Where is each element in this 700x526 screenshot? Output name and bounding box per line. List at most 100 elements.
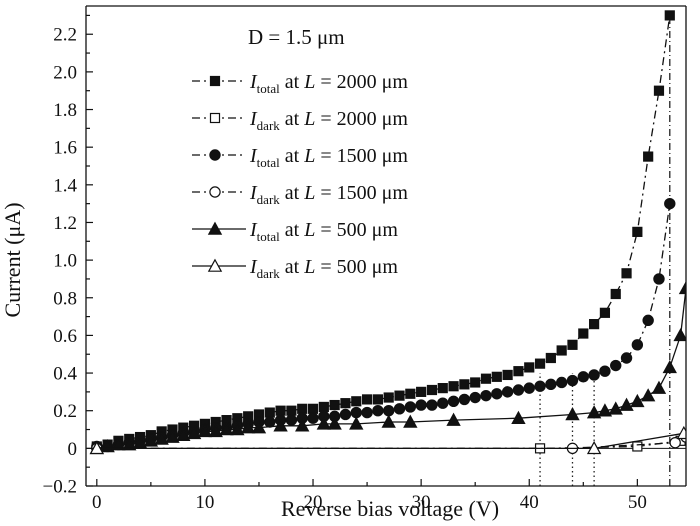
data-point (545, 378, 557, 391)
data-point (556, 345, 567, 356)
data-point (599, 307, 611, 318)
legend-item-6: Idark at L = 500 μm (192, 256, 398, 281)
legend-label: Itotal at L = 500 μm (249, 219, 398, 244)
data-point (316, 416, 332, 430)
data-point (240, 420, 256, 434)
data-point (361, 406, 373, 419)
legend-marker (209, 112, 221, 124)
data-point (416, 386, 427, 397)
data-point (349, 416, 364, 430)
data-point (264, 416, 276, 428)
y-tick-label: 2.0 (53, 62, 77, 83)
data-point (545, 352, 556, 364)
data-point (176, 427, 191, 441)
data-point (620, 352, 633, 364)
data-point (566, 374, 579, 387)
data-point (664, 10, 675, 21)
legend-item-2: Idark at L = 2000 μm (192, 108, 408, 133)
data-point (197, 423, 213, 438)
data-point (534, 380, 546, 392)
series-group (86, 10, 686, 486)
legend-item-1: Itotal at L = 2000 μm (192, 71, 408, 96)
data-point (630, 393, 645, 408)
data-point (89, 440, 104, 455)
data-point (122, 437, 137, 451)
data-point (599, 365, 611, 377)
data-point (393, 403, 406, 415)
data-point (394, 390, 405, 401)
data-point (512, 384, 525, 396)
x-axis-title: Reverse bias voltage (V) (281, 496, 499, 521)
data-point (662, 359, 677, 374)
data-point (643, 151, 654, 162)
legend-marker (209, 186, 221, 198)
y-axis-title: Current (μA) (0, 202, 25, 317)
data-point (251, 420, 267, 434)
data-point (275, 405, 286, 416)
legend-label: Itotal at L = 2000 μm (249, 71, 408, 96)
data-point (154, 431, 169, 445)
data-point (219, 422, 234, 436)
data-point (383, 392, 394, 403)
data-point (208, 423, 223, 438)
data-point (459, 379, 470, 390)
data-point (339, 408, 352, 421)
data-point (446, 412, 461, 426)
data-point (608, 401, 623, 415)
data-point (295, 418, 310, 432)
data-point (372, 394, 383, 405)
y-tick-label: 0.2 (53, 401, 77, 422)
data-point (426, 384, 438, 396)
data-point (318, 401, 329, 413)
data-point (458, 393, 471, 406)
data-point (286, 405, 297, 416)
data-point (351, 396, 362, 407)
data-point (381, 414, 396, 428)
data-point (511, 410, 526, 425)
data-point (403, 414, 418, 428)
data-point (491, 371, 502, 382)
legend-label: Idark at L = 500 μm (249, 256, 398, 281)
data-point (586, 440, 602, 455)
data-point (651, 380, 667, 394)
data-point (297, 403, 308, 414)
legend-marker (209, 75, 221, 87)
data-point (555, 376, 568, 389)
y-tick-label: 1.6 (53, 138, 77, 159)
data-point (669, 437, 681, 449)
y-tick-label: 1.4 (53, 175, 77, 196)
data-point (143, 433, 159, 447)
data-point (653, 273, 665, 285)
data-point (405, 388, 416, 399)
data-point (586, 405, 602, 419)
data-point (469, 391, 481, 404)
data-point (230, 422, 245, 436)
legend-label: Idark at L = 1500 μm (249, 182, 408, 207)
data-point (524, 362, 535, 373)
data-point (111, 437, 126, 451)
data-point (653, 85, 665, 96)
data-point (523, 382, 535, 394)
legend-item-3: Itotal at L = 1500 μm (192, 145, 408, 170)
x-tick-label: 40 (520, 492, 539, 513)
y-tick-label: −0.2 (43, 477, 77, 498)
data-point (597, 403, 613, 417)
legend-marker (209, 149, 221, 161)
data-point (588, 369, 600, 381)
data-point (589, 319, 600, 330)
axes: 0 10 20 30 40 50 −0.2 0 0.2 0.4 0.6 0.8 1.0 1.2 1.4 1.6… (43, 5, 687, 513)
data-point (350, 406, 362, 419)
x-tick-label: 10 (195, 492, 214, 513)
data-point (534, 358, 546, 369)
data-point (632, 226, 643, 237)
data-point (437, 383, 448, 394)
data-point (577, 371, 589, 383)
data-point (480, 373, 492, 384)
y-tick-label: 1.2 (53, 213, 77, 234)
data-point (676, 425, 686, 440)
data-point (578, 328, 589, 339)
data-point (513, 366, 524, 377)
y-tick-label: 0.8 (53, 288, 77, 309)
data-point (340, 398, 351, 409)
